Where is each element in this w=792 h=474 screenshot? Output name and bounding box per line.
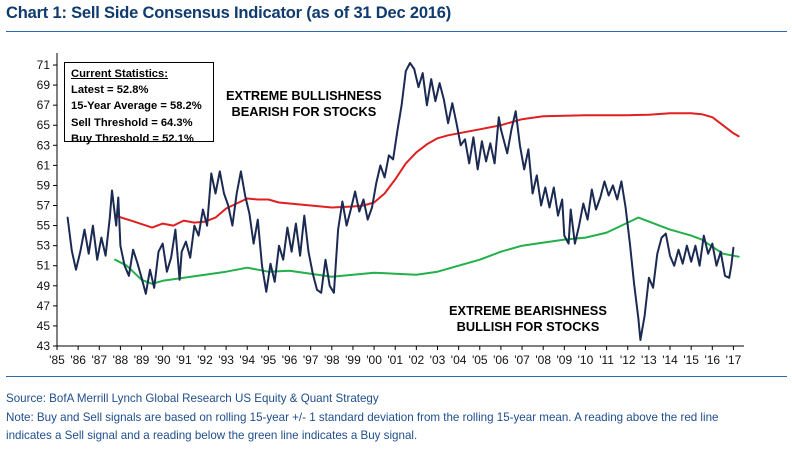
stats-latest: Latest = 52.8% <box>71 84 149 97</box>
x-tick-label: '10 <box>578 353 594 367</box>
extreme-bullishness-annotation: EXTREME BULLISHNESS BEARISH FOR STOCKS <box>226 88 382 119</box>
x-axis-labels: '85 '86 '87 '88 '89 '90 '91 '92 '93 '94 '95 '96 '97 '… <box>49 353 741 367</box>
x-tick-label: '09 <box>557 353 573 367</box>
x-tick-label: '11 <box>599 353 614 367</box>
stats-heading: Current Statistics: <box>71 68 168 80</box>
x-tick-label: '91 <box>176 353 192 367</box>
x-tick-label: '03 <box>430 353 446 367</box>
x-tick-label: '94 <box>239 353 255 367</box>
bearish-line-2: BULLISH FOR STOCKS <box>456 318 600 334</box>
stats-buy-threshold: Buy Threshold = 52.1% <box>71 132 194 145</box>
y-axis-labels: 43 45 47 49 51 53 55 57 59 61 63 65 67 69 71 <box>37 58 51 353</box>
x-tick-label: '89 <box>134 353 150 367</box>
x-tick-label: '13 <box>641 353 657 367</box>
x-tick-label: '86 <box>70 353 86 367</box>
indicator-series-line <box>66 62 735 341</box>
x-tick-label: '12 <box>620 353 636 367</box>
x-tick-label: '04 <box>451 353 467 367</box>
x-tick-label: '87 <box>91 353 107 367</box>
bearish-line-1: EXTREME BEARISHNESS <box>449 303 607 318</box>
y-tick-label: 53 <box>37 239 51 253</box>
y-tick-label: 63 <box>37 138 51 152</box>
chart-axes <box>53 53 744 350</box>
x-tick-label: '97 <box>303 353 319 367</box>
x-tick-label: '85 <box>49 353 65 367</box>
chart-series <box>66 62 740 341</box>
x-tick-label: '07 <box>514 353 530 367</box>
current-statistics-box: Current Statistics: Latest = 52.8% 15-Ye… <box>64 62 214 145</box>
footnote-divider <box>6 376 787 377</box>
x-tick-label: '14 <box>662 353 678 367</box>
x-tick-label: '88 <box>113 353 129 367</box>
x-tick-label: '01 <box>387 353 403 367</box>
x-tick-label: '92 <box>197 353 213 367</box>
y-tick-label: 51 <box>37 259 51 273</box>
methodology-note-line-2: indicates a Sell signal and a reading be… <box>6 429 418 442</box>
methodology-note-line-1: Note: Buy and Sell signals are based on … <box>6 411 719 424</box>
title-divider <box>6 31 787 32</box>
x-tick-label: '96 <box>282 353 298 367</box>
y-tick-label: 45 <box>37 319 51 333</box>
bullish-line-2: BEARISH FOR STOCKS <box>231 103 377 119</box>
x-tick-label: '99 <box>345 353 361 367</box>
y-tick-label: 47 <box>37 299 51 313</box>
x-tick-label: '05 <box>472 353 488 367</box>
x-tick-label: '00 <box>366 353 382 367</box>
x-tick-label: '90 <box>155 353 171 367</box>
buy-threshold-line <box>114 216 740 285</box>
y-tick-label: 59 <box>37 178 51 192</box>
x-tick-label: '98 <box>324 353 340 367</box>
y-tick-label: 61 <box>37 158 51 172</box>
stats-15yr-average: 15-Year Average = 58.2% <box>71 100 202 113</box>
x-tick-label: '17 <box>726 353 742 367</box>
y-tick-label: 57 <box>37 199 51 213</box>
x-tick-label: '08 <box>535 353 551 367</box>
y-tick-label: 69 <box>37 78 51 92</box>
x-tick-label: '95 <box>261 353 277 367</box>
source-note: Source: BofA Merrill Lynch Global Resear… <box>6 392 379 405</box>
y-tick-label: 49 <box>37 279 51 293</box>
y-tick-label: 67 <box>37 98 51 112</box>
y-tick-label: 55 <box>37 219 51 233</box>
y-tick-label: 71 <box>37 58 51 72</box>
x-tick-label: '02 <box>409 353 425 367</box>
bullish-line-1: EXTREME BULLISHNESS <box>226 88 382 103</box>
y-tick-label: 65 <box>37 118 51 132</box>
chart-title: Chart 1: Sell Side Consensus Indicator (… <box>6 4 452 22</box>
y-tick-label: 43 <box>37 339 51 353</box>
extreme-bearishness-annotation: EXTREME BEARISHNESS BULLISH FOR STOCKS <box>449 303 607 334</box>
x-tick-label: '16 <box>704 353 720 367</box>
x-tick-label: '15 <box>683 353 699 367</box>
stats-sell-threshold: Sell Threshold = 64.3% <box>71 116 193 129</box>
x-tick-label: '06 <box>493 353 509 367</box>
x-tick-label: '93 <box>218 353 234 367</box>
